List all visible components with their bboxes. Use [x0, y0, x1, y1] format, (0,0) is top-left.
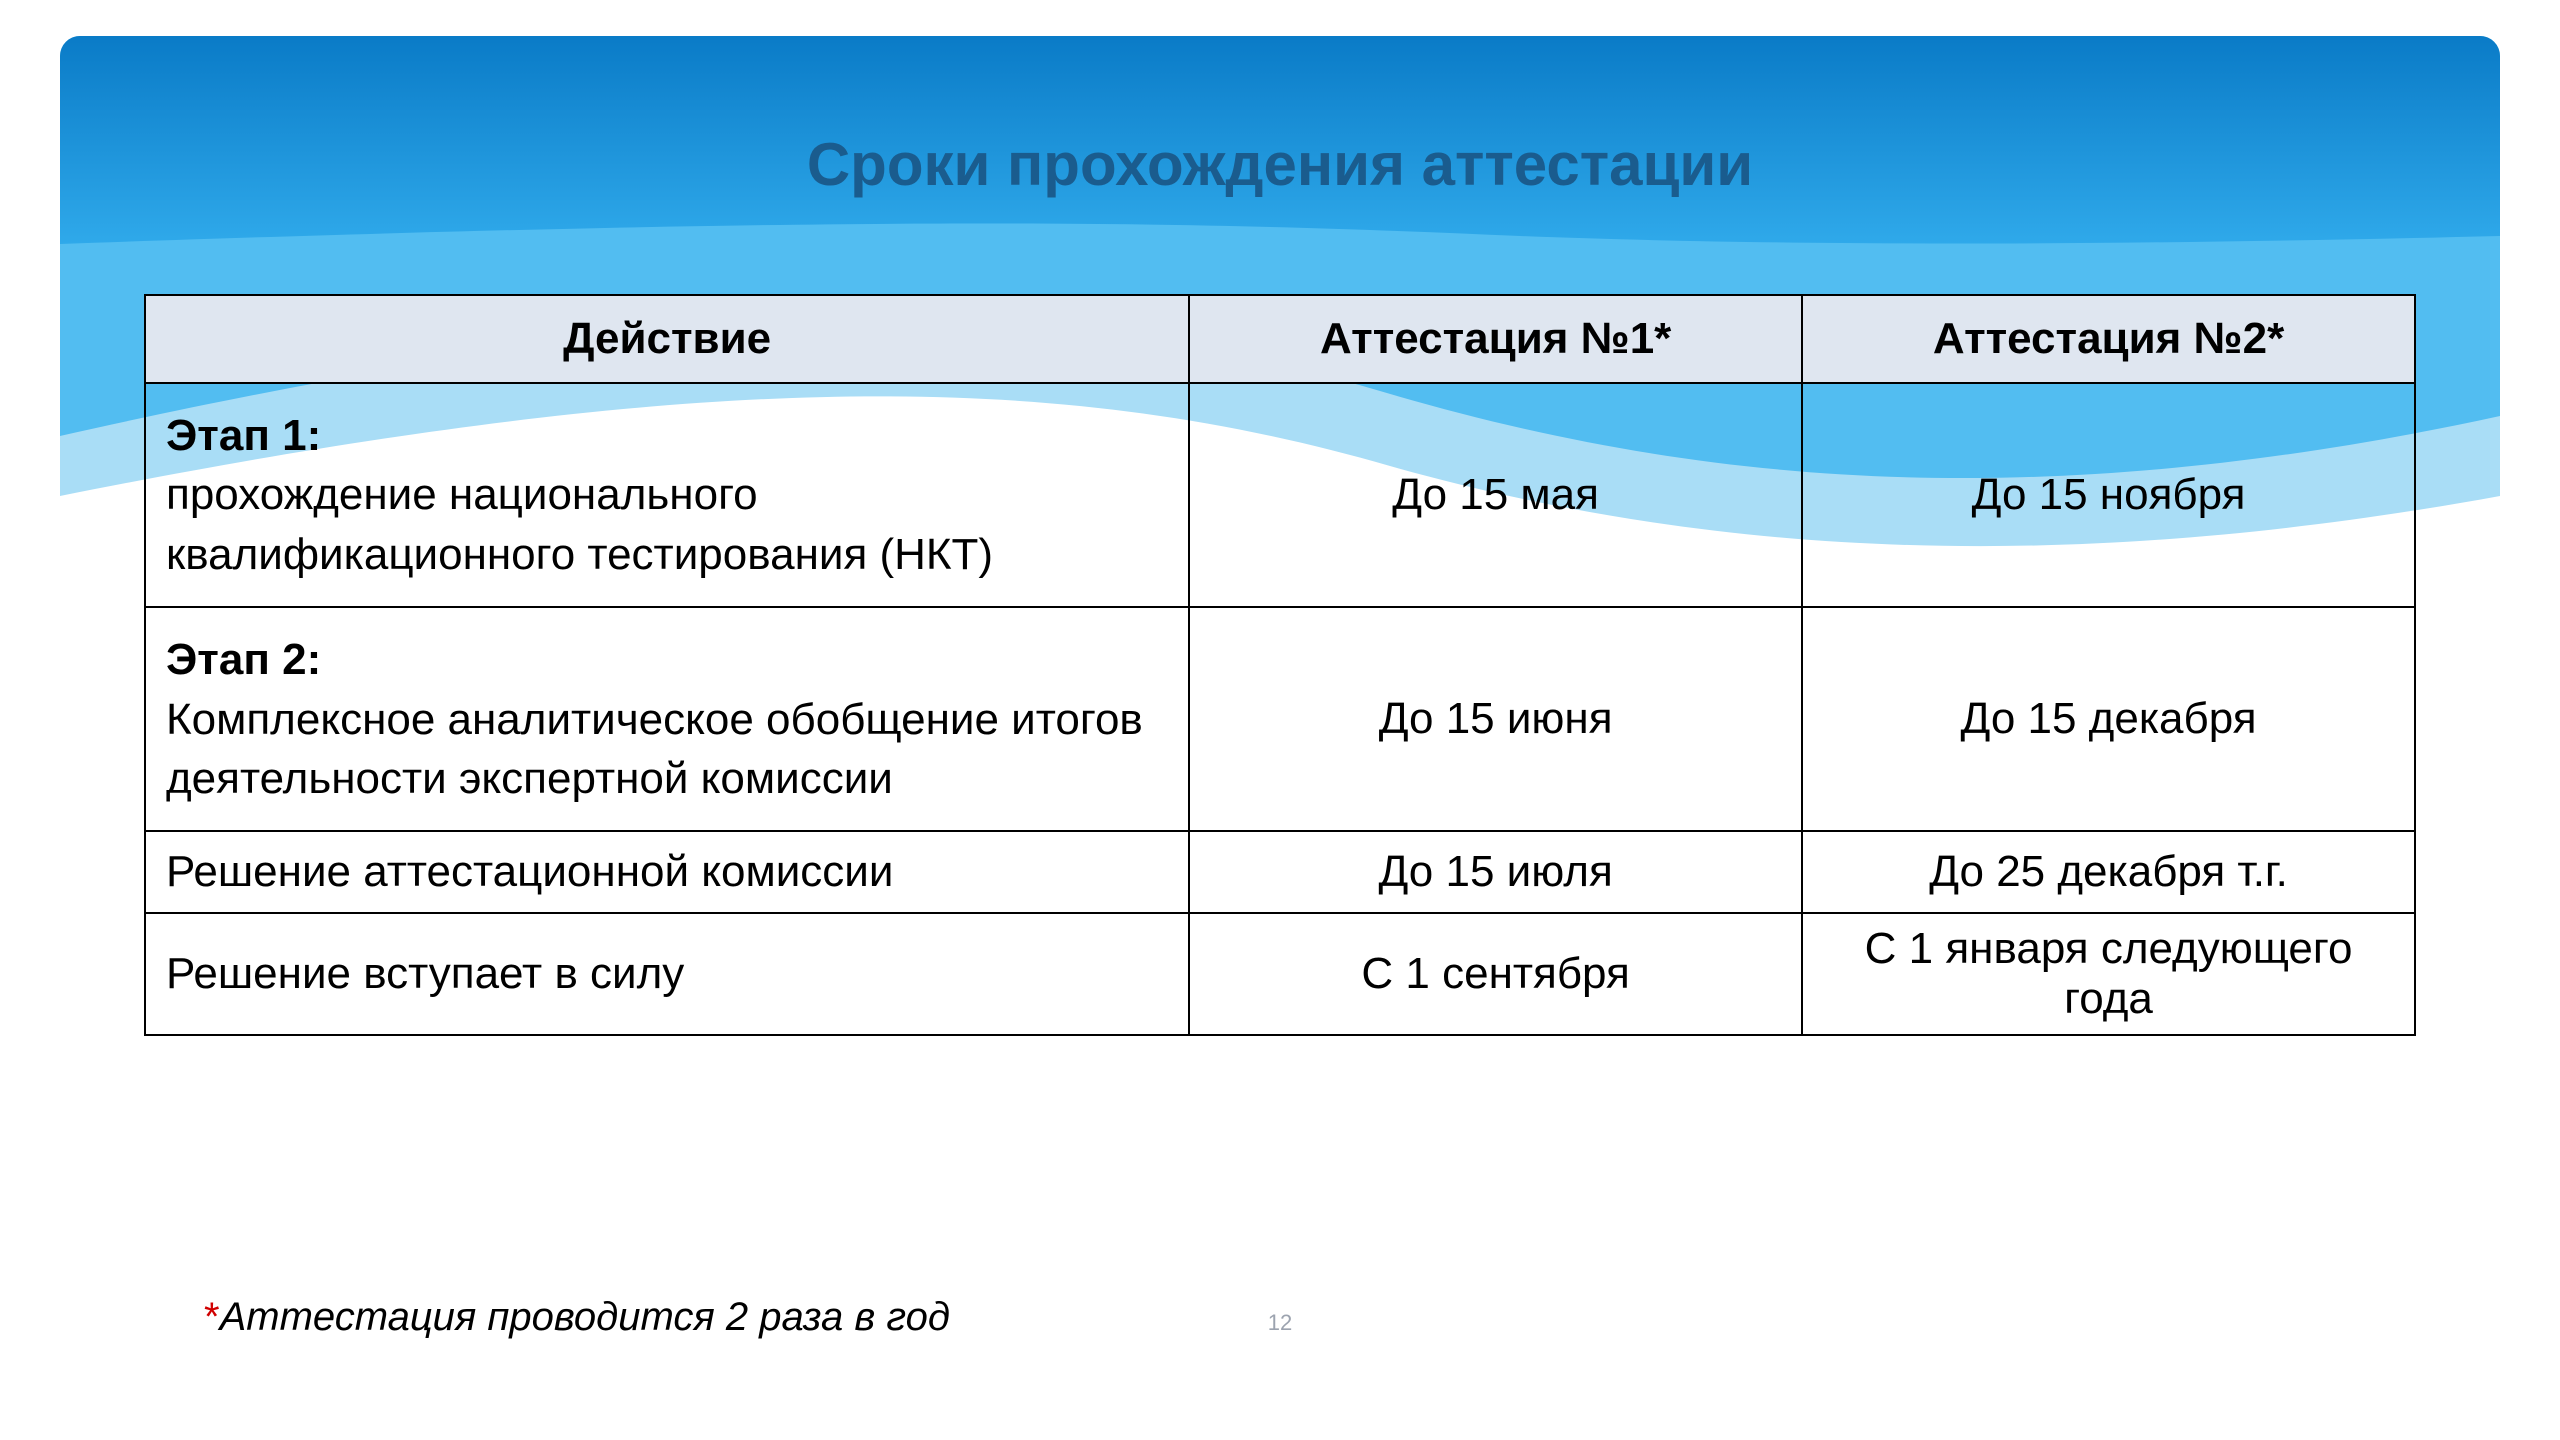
stage-label: Этап 2:	[166, 635, 321, 684]
cell-att2: До 15 декабря	[1802, 607, 2415, 831]
col-header-att1: Аттестация №1*	[1189, 295, 1802, 383]
col-header-att2: Аттестация №2*	[1802, 295, 2415, 383]
cell-action: Решение вступает в силу	[145, 913, 1189, 1035]
cell-action: Решение аттестационной комиссии	[145, 831, 1189, 912]
table-row: Решение вступает в силу С 1 сентябряС 1 я…	[145, 913, 2415, 1035]
stage-desc: прохождение национального квалификационн…	[166, 470, 993, 578]
stage-desc: Решение вступает в силу	[166, 949, 684, 998]
stage-label: Этап 1:	[166, 411, 321, 460]
stage-desc: Решение аттестационной комиссии	[166, 847, 893, 896]
table-row: Этап 1: прохождение национального квалифи…	[145, 383, 2415, 607]
attestation-table: Действие Аттестация №1* Аттестация №2* Э…	[144, 294, 2416, 1036]
cell-att2: До 25 декабря т.г.	[1802, 831, 2415, 912]
col-header-action: Действие	[145, 295, 1189, 383]
table: Действие Аттестация №1* Аттестация №2* Э…	[144, 294, 2416, 1036]
cell-att1: До 15 июня	[1189, 607, 1802, 831]
table-body: Этап 1: прохождение национального квалифи…	[145, 383, 2415, 1035]
stage-desc: Комплексное аналитическое обобщение итог…	[166, 695, 1143, 803]
cell-action: Этап 2: Комплексное аналитическое обобщен…	[145, 607, 1189, 831]
cell-att2: С 1 января следующего года	[1802, 913, 2415, 1035]
cell-att1: С 1 сентября	[1189, 913, 1802, 1035]
slide-title: Сроки прохождения аттестации	[60, 130, 2500, 199]
slide: Сроки прохождения аттестации Действие Ат…	[60, 36, 2500, 1404]
table-row: Этап 2: Комплексное аналитическое обобщен…	[145, 607, 2415, 831]
page-number: 12	[60, 1310, 2500, 1336]
cell-att2: До 15 ноября	[1802, 383, 2415, 607]
table-row: Решение аттестационной комиссии До 15 июл…	[145, 831, 2415, 912]
cell-action: Этап 1: прохождение национального квалифи…	[145, 383, 1189, 607]
cell-att1: До 15 мая	[1189, 383, 1802, 607]
table-header-row: Действие Аттестация №1* Аттестация №2*	[145, 295, 2415, 383]
cell-att1: До 15 июля	[1189, 831, 1802, 912]
